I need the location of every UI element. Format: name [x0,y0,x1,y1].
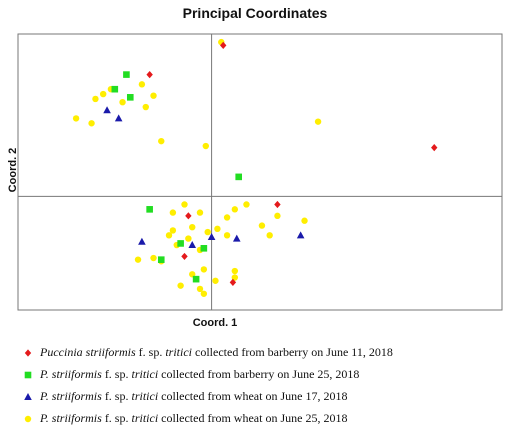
point-series-2 [200,245,208,252]
point-series-4 [142,103,149,111]
point-series-1 [185,212,192,220]
point-series-4 [314,118,322,125]
legend-label: P. striiformis f. sp. tritici collected … [40,411,348,425]
legend-marker-square [24,371,32,379]
point-series-4 [231,206,239,213]
point-series-4 [243,201,250,208]
point-series-1 [431,144,438,152]
point-series-4 [231,267,239,275]
point-series-4 [150,92,157,99]
point-series-1 [274,200,281,209]
plot-frame [17,33,503,311]
point-series-4 [196,209,204,216]
chart-title: Principal Coordinates [182,5,328,21]
point-series-4 [301,217,308,224]
point-series-3 [232,234,241,242]
point-series-2 [192,275,200,283]
point-series-4 [266,232,273,239]
point-series-3 [188,241,197,249]
point-series-4 [150,254,157,262]
point-series-2 [177,240,184,247]
point-series-4 [200,290,208,297]
point-series-3 [138,237,146,245]
point-series-3 [103,106,111,114]
point-series-4 [231,274,239,281]
point-series-4 [92,95,99,103]
point-series-2 [126,94,134,101]
legend-label: Puccinia striiformis f. sp. tritici coll… [40,345,393,359]
point-series-2 [123,71,130,78]
point-series-1 [229,278,237,286]
point-series-4 [214,225,221,233]
data-points [72,38,438,297]
point-series-4 [158,137,165,145]
legend-marker-diamond [24,349,32,357]
point-series-2 [146,206,153,213]
legend-label: P. striiformis f. sp. tritici collected … [40,389,348,403]
point-series-3 [207,232,216,240]
point-series-4 [119,98,126,106]
point-series-4 [212,277,219,284]
scatter-plot [17,33,503,311]
point-series-4 [169,209,177,216]
point-series-4 [88,120,95,127]
point-series-4 [177,282,184,289]
point-series-2 [235,173,243,181]
point-series-3 [296,231,305,239]
x-axis-label: Coord. 1 [192,317,238,329]
point-series-4 [196,285,204,293]
point-series-4 [185,235,192,242]
point-series-4 [223,232,231,239]
point-series-4 [200,266,208,273]
point-series-4 [72,115,80,122]
legend-marker-circle [24,415,32,423]
legend-label: P. striiformis f. sp. tritici collected … [40,367,360,381]
point-series-4 [181,201,188,208]
point-series-4 [258,222,266,229]
point-series-4 [189,224,196,231]
point-series-4 [202,142,209,150]
point-series-4 [204,228,211,236]
point-series-2 [157,256,165,263]
point-series-1 [181,252,188,261]
point-series-4 [223,214,231,221]
point-series-4 [169,227,177,234]
point-series-4 [274,212,281,220]
point-series-3 [114,114,123,122]
point-series-4 [99,90,107,98]
legend-marker-triangle [24,393,32,400]
point-series-4 [134,256,142,263]
y-axis-label: Coord. 2 [7,147,19,193]
point-series-1 [146,70,153,79]
point-series-1 [220,41,227,49]
point-series-4 [165,232,173,239]
point-series-4 [138,81,146,88]
point-series-2 [111,85,119,93]
